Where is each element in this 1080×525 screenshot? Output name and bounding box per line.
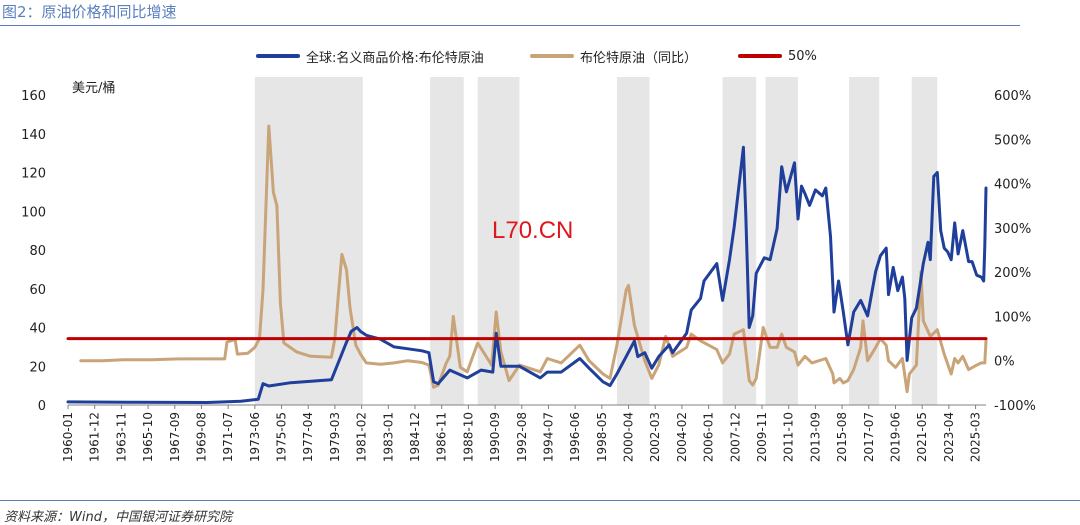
y-left-tick-0: 0 <box>38 399 46 414</box>
x-tick-1963-11: 1963-11 <box>114 412 128 462</box>
x-tick-2011-10: 2011-10 <box>782 412 796 462</box>
x-tick-1965-10: 1965-10 <box>141 412 155 462</box>
y-left-tick-60: 60 <box>29 283 46 298</box>
x-tick-1975-05: 1975-05 <box>275 412 289 462</box>
x-tick-1992-08: 1992-08 <box>515 412 529 462</box>
footer-divider <box>0 500 1080 501</box>
x-tick-1986-11: 1986-11 <box>435 412 449 462</box>
y-right-tick-300%: 300% <box>994 222 1031 237</box>
x-tick-1984-12: 1984-12 <box>408 412 422 462</box>
legend-label-brent-yoy: 布伦特原油（同比） <box>580 50 698 66</box>
y-left-tick-40: 40 <box>29 322 46 337</box>
legend-swatch-brent-price <box>256 54 300 58</box>
y-left-tick-160: 160 <box>21 89 46 104</box>
x-tick-1994-07: 1994-07 <box>541 412 555 462</box>
watermark: L70.CN <box>492 217 574 244</box>
x-tick-2023-04: 2023-04 <box>942 412 956 462</box>
oil-price-chart: 0 20 40 60 80 100 120 140 160 -100% 0% 100% 200% 300%… <box>21 77 1036 462</box>
x-tick-2025-03: 2025-03 <box>969 412 983 462</box>
x-tick-2021-05: 2021-05 <box>915 412 929 462</box>
y-right-tick-500%: 500% <box>994 133 1031 148</box>
y-right-tick-400%: 400% <box>994 178 1031 193</box>
shaded-period-3 <box>616 77 650 405</box>
x-tick-2019-06: 2019-06 <box>888 412 902 462</box>
shaded-period-6 <box>849 77 880 405</box>
x-tick-1996-06: 1996-06 <box>568 412 582 462</box>
y-left-tick-100: 100 <box>21 205 46 220</box>
x-tick-2006-01: 2006-01 <box>702 412 716 462</box>
x-tick-1973-06: 1973-06 <box>248 412 262 462</box>
x-tick-1981-02: 1981-02 <box>355 412 369 462</box>
y-right-tick--100%: -100% <box>994 399 1036 414</box>
legend-item-brent-yoy: 布伦特原油（同比） <box>530 46 697 66</box>
x-tick-1971-07: 1971-07 <box>221 412 235 462</box>
x-tick-1967-09: 1967-09 <box>168 412 182 462</box>
recession-shades <box>254 77 938 405</box>
y-right-tick-600%: 600% <box>994 89 1031 104</box>
x-tick-1983-01: 1983-01 <box>381 412 395 462</box>
legend-label-brent-price: 全球:名义商品价格:布伦特原油 <box>306 50 484 66</box>
shaded-period-4 <box>722 77 757 405</box>
x-tick-2002-03: 2002-03 <box>648 412 662 462</box>
x-tick-1979-03: 1979-03 <box>328 412 342 462</box>
source-note: 资料来源：Wind，中国银河证券研究院 <box>4 510 232 525</box>
chart-axes: 0 20 40 60 80 100 120 140 160 -100% 0% 100% 200% 300%… <box>21 89 1036 462</box>
x-tick-2013-09: 2013-09 <box>808 412 822 462</box>
title-divider <box>0 25 1020 26</box>
y-left-tick-120: 120 <box>21 167 46 182</box>
series-line-1 <box>79 124 988 394</box>
series-lines <box>66 124 988 404</box>
y-left-tick-20: 20 <box>29 360 46 375</box>
x-tick-1977-04: 1977-04 <box>301 412 315 462</box>
x-tick-1990-09: 1990-09 <box>488 412 502 462</box>
y-left-tick-140: 140 <box>21 128 46 143</box>
y-right-tick-100%: 100% <box>994 310 1031 325</box>
legend-swatch-brent-yoy <box>530 54 574 58</box>
x-tick-2007-12: 2007-12 <box>728 412 742 462</box>
x-tick-1998-05: 1998-05 <box>595 412 609 462</box>
x-tick-1961-12: 1961-12 <box>88 412 102 462</box>
x-tick-2015-08: 2015-08 <box>835 412 849 462</box>
x-tick-1960-01: 1960-01 <box>61 412 75 462</box>
legend-item-50pct: 50% <box>738 46 817 66</box>
y-right-tick-0%: 0% <box>994 355 1015 370</box>
x-tick-1988-10: 1988-10 <box>461 412 475 462</box>
shaded-period-5 <box>765 77 798 405</box>
figure-title: 图2：原油价格和同比增速 <box>2 3 177 21</box>
left-axis-unit: 美元/桶 <box>72 81 115 96</box>
y-left-tick-80: 80 <box>29 244 46 259</box>
legend-swatch-50pct <box>738 54 782 58</box>
legend-item-brent-price: 全球:名义商品价格:布伦特原油 <box>256 46 484 66</box>
x-tick-2009-11: 2009-11 <box>755 412 769 462</box>
x-tick-2000-04: 2000-04 <box>622 412 636 462</box>
x-tick-1969-08: 1969-08 <box>194 412 208 462</box>
legend-label-50pct: 50% <box>788 48 817 64</box>
x-tick-2017-07: 2017-07 <box>862 412 876 462</box>
x-tick-2004-02: 2004-02 <box>675 412 689 462</box>
series-line-0 <box>66 145 988 404</box>
chart-legend: 全球:名义商品价格:布伦特原油 布伦特原油（同比） 50% <box>0 46 1080 66</box>
y-right-tick-200%: 200% <box>994 266 1031 281</box>
